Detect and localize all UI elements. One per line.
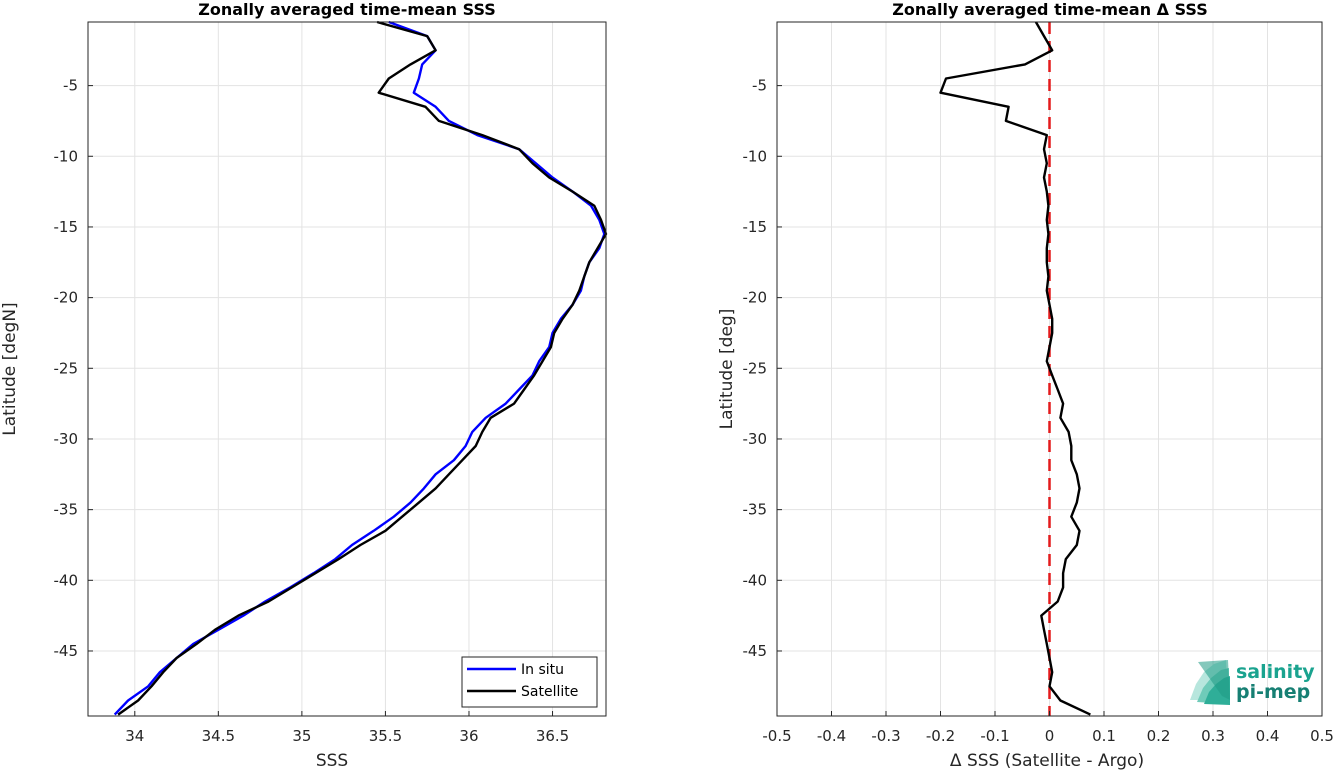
chart-title-left: Zonally averaged time-mean SSS xyxy=(198,0,496,19)
panel-left-sss: 34 34.5 35 35.5 36 36.5 -5-10-15-20-25-30-35-… xyxy=(0,0,608,770)
x-tick-label: 36.5 xyxy=(536,727,569,745)
legend-label-satellite: Satellite xyxy=(521,684,578,700)
x-tick-label: -0.3 xyxy=(871,727,900,745)
y-tick-label: -30 xyxy=(743,430,768,448)
y-tick-label: -40 xyxy=(743,571,768,589)
grid-left xyxy=(88,22,606,716)
y-tick-label: -5 xyxy=(752,77,767,95)
x-tick-label: 0.3 xyxy=(1201,727,1225,745)
y-tick-label: -30 xyxy=(54,430,79,448)
x-tick-label: 34 xyxy=(125,727,144,745)
legend: In situ Satellite xyxy=(461,656,598,708)
x-tick-label: 0.5 xyxy=(1310,727,1334,745)
x-tick-label: 0.2 xyxy=(1147,727,1171,745)
y-tick-label: -45 xyxy=(743,642,768,660)
logo-text-pi-mep: pi-mep xyxy=(1236,681,1310,703)
x-tick-label: -0.5 xyxy=(762,727,791,745)
y-tick-label: -5 xyxy=(63,77,78,95)
y-tick-label: -45 xyxy=(54,642,79,660)
x-tick-label: 0 xyxy=(1045,727,1055,745)
x-axis-label-right: Δ SSS (Satellite - Argo) xyxy=(950,751,1144,770)
legend-box xyxy=(461,656,598,708)
series-line-satellite xyxy=(117,20,608,716)
series-right xyxy=(939,21,1091,716)
y-axis-label-left: Latitude [degN] xyxy=(0,302,20,435)
y-tick-label: -15 xyxy=(743,218,768,236)
x-tick-label: 35.5 xyxy=(369,727,402,745)
y-ticks-right: -5 -10 -15 -20 -25 -30 -35 -40 -45 xyxy=(743,77,782,660)
y-tick-label: -20 xyxy=(54,289,79,307)
y-tick-label: -10 xyxy=(743,147,768,165)
series-line-delta-sss xyxy=(939,21,1091,716)
y-axis-label-right: Latitude [deg] xyxy=(717,309,737,430)
y-tick-label: -25 xyxy=(54,359,79,377)
wave-logo-icon xyxy=(1190,660,1230,705)
y-ticks-left: -5 -10 -15 -20 -25 -30 -35 -40 -45 xyxy=(54,77,93,660)
axes-box-left xyxy=(87,21,607,717)
x-tick-label: -0.1 xyxy=(980,727,1009,745)
y-tick-label: -35 xyxy=(54,501,79,519)
x-axis-label-left: SSS xyxy=(316,751,348,770)
x-tick-label: 36 xyxy=(459,727,478,745)
x-tick-label: -0.4 xyxy=(817,727,846,745)
x-tick-label: 35 xyxy=(292,727,311,745)
x-ticks-right: -0.5 -0.4 -0.3 -0.2 -0.1 0 0.1 0.2 0.3 0.4 0.5 xyxy=(762,711,1334,745)
y-tick-label: -35 xyxy=(743,501,768,519)
y-tick-label: -40 xyxy=(54,571,79,589)
legend-label-in-situ: In situ xyxy=(521,662,564,678)
salinity-pi-mep-logo: salinity pi-mep xyxy=(1190,660,1315,705)
x-tick-label: -0.2 xyxy=(926,727,955,745)
y-tick-label: -15 xyxy=(54,218,79,236)
x-tick-label: 0.1 xyxy=(1092,727,1116,745)
y-tick-label: -10 xyxy=(54,147,79,165)
y-tick-label: -25 xyxy=(743,359,768,377)
logo-text-salinity: salinity xyxy=(1236,661,1315,683)
panel-right-delta-sss: -0.5 -0.4 -0.3 -0.2 -0.1 0 0.1 0.2 0.3 0.4 0.5 -5-… xyxy=(717,0,1334,770)
chart-title-right: Zonally averaged time-mean Δ SSS xyxy=(892,0,1208,19)
x-ticks-left: 34 34.5 35 35.5 36 36.5 xyxy=(125,711,569,745)
y-tick-label: -20 xyxy=(743,289,768,307)
x-tick-label: 0.4 xyxy=(1256,727,1280,745)
series-line-in-situ xyxy=(113,20,606,716)
x-tick-label: 34.5 xyxy=(202,727,235,745)
series-left xyxy=(113,20,608,716)
